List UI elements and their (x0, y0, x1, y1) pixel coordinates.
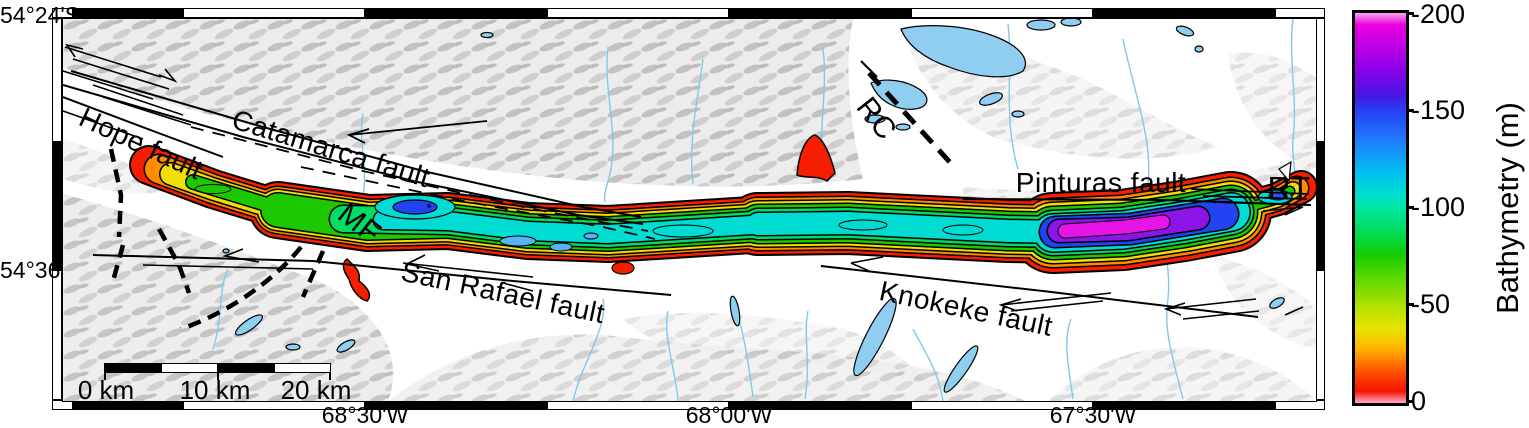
frame-segment (52, 8, 73, 18)
scale-label-10km: 10 km (179, 375, 251, 402)
lon-tick-label-2: 68°00'W (685, 402, 773, 428)
scale-bar-tick (104, 373, 106, 380)
colorbar-tick-label-200: -200 (1411, 0, 1466, 29)
frame-segment (911, 8, 1093, 18)
frame-segment (1093, 400, 1275, 410)
colorbar-tick (1406, 303, 1414, 306)
scale-label-0km: 0 km (77, 375, 135, 402)
frame-segment (52, 270, 62, 400)
frame-segment (52, 18, 62, 142)
frame-segment (365, 8, 547, 18)
fault-lines (63, 43, 1312, 332)
frame-segment (547, 8, 729, 18)
colorbar-tick-label-150: -150 (1411, 95, 1466, 125)
lat-tick-label-bottom: 54°36'S (0, 257, 81, 283)
colorbar-title: Bathymetry (m) (1490, 102, 1525, 314)
scale-label-20km: 20 km (280, 375, 352, 402)
lon-tick-label-3: 67°30'W (1049, 402, 1137, 428)
colorbar-tick-label-100: -100 (1411, 192, 1466, 222)
lake-bathymetry (129, 145, 1316, 274)
frame-segment (729, 400, 911, 410)
scale-bar-segment (274, 363, 331, 373)
scale-bar-tick (217, 373, 219, 380)
colorbar-tick-label-0: 0 (1411, 386, 1427, 416)
scale-bar-segment (218, 363, 274, 373)
hillshade-terrain (63, 19, 1316, 401)
frame-segment (73, 400, 183, 410)
frame-segment (183, 8, 365, 18)
scale-bar-tick (329, 373, 331, 380)
frame-segment (73, 8, 183, 18)
map-area: Hope fault Catamarca fault MF San Rafael… (62, 18, 1317, 402)
scale-bar-segment (104, 363, 161, 373)
colorbar-tick (1406, 12, 1414, 15)
colorbar-gradient (1352, 10, 1409, 406)
fault-label-pinturas: Pinturas fault (1015, 167, 1187, 198)
lat-tick-label-top: 54°24'S (0, 2, 81, 28)
colorbar-tick (1406, 109, 1414, 112)
frame-segment (1093, 8, 1275, 18)
frame-segment (1315, 142, 1325, 270)
colorbar-tick (1406, 206, 1414, 209)
other-lakes (222, 19, 1285, 393)
frame-segment (1275, 8, 1325, 18)
fault-label-rt: RT (1267, 170, 1311, 207)
frame-segment (52, 142, 62, 270)
colorbar-tick (1406, 400, 1414, 403)
frame-segment (365, 400, 547, 410)
lake-detail-patches (194, 134, 1293, 302)
colorbar-tick-label-50: -50 (1411, 289, 1451, 319)
frame-segment (729, 8, 911, 18)
map-svg (63, 19, 1316, 401)
lon-tick-label-1: 68°30'W (321, 402, 409, 428)
scale-bar-segment (161, 363, 218, 373)
